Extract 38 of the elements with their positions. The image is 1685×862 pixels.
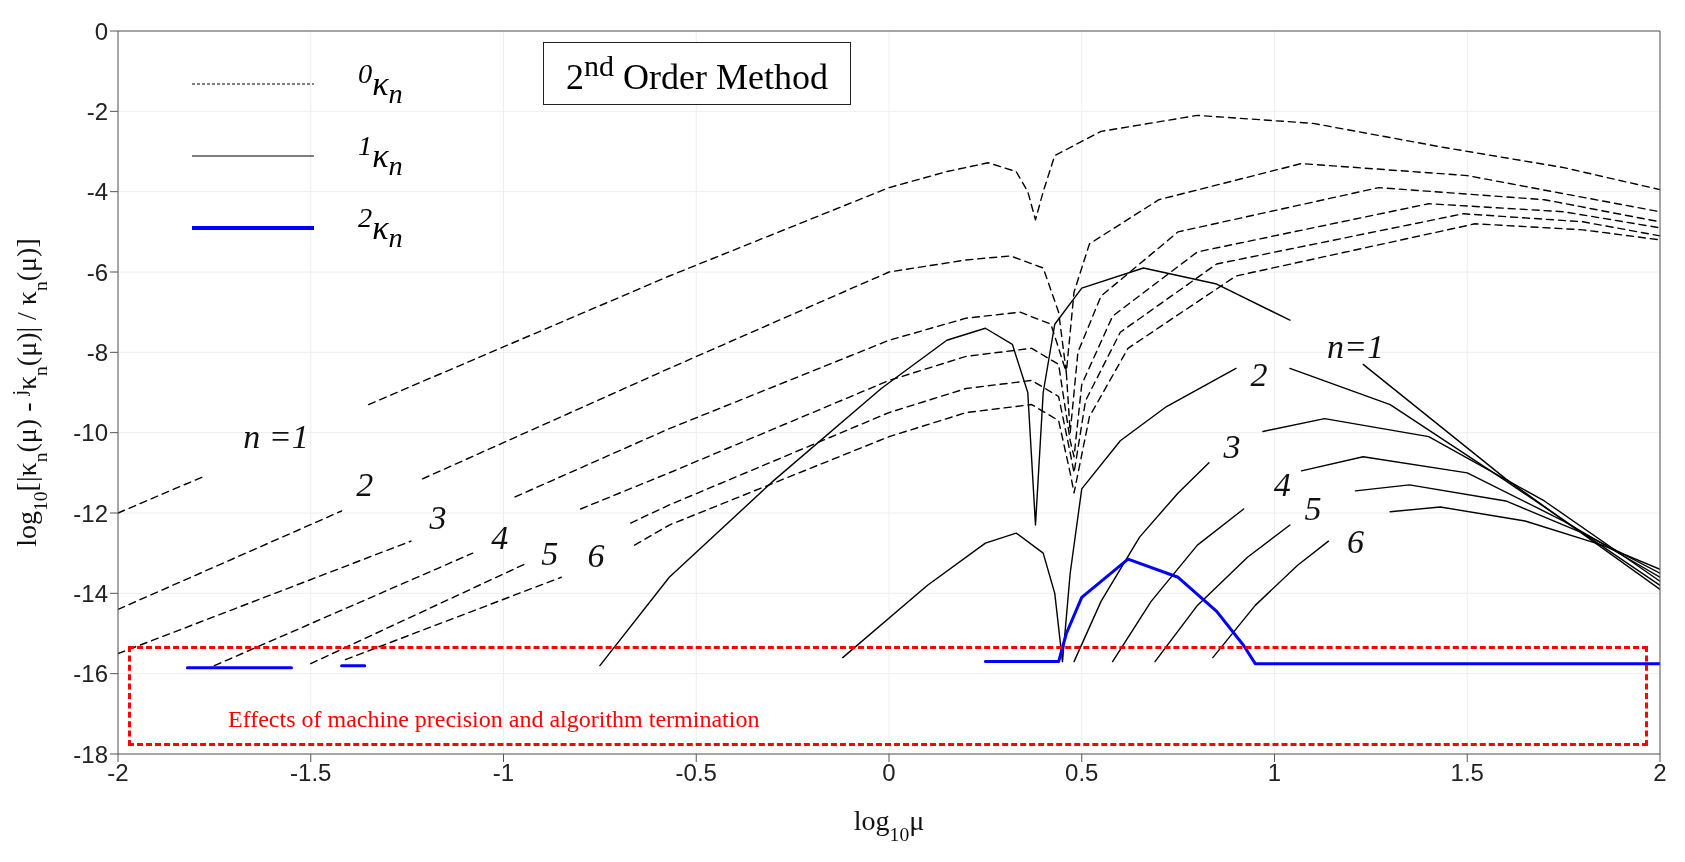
legend-label: $^{1}$κ$_{n}$ <box>358 129 403 183</box>
x-tick-label: 1.5 <box>1450 759 1484 787</box>
x-tick-label: -1 <box>492 759 515 787</box>
annotation: 5 <box>541 534 559 572</box>
y-tick-label: -8 <box>86 338 108 366</box>
x-axis-title: log$_{10}$μ <box>853 805 925 845</box>
legend-label: $^{0}$κ$_{n}$ <box>358 57 403 111</box>
y-tick-label: -12 <box>73 499 108 527</box>
y-tick-label: 0 <box>94 17 108 45</box>
annotation: 4 <box>1273 466 1291 504</box>
annotation: n =1 <box>243 418 309 456</box>
line-series <box>1073 462 1210 663</box>
annotation: 3 <box>1222 428 1241 466</box>
x-tick-label: -0.5 <box>675 759 717 787</box>
y-tick-label: -6 <box>86 258 108 286</box>
annotation: 6 <box>587 536 605 574</box>
x-tick-label: 0 <box>882 759 896 787</box>
annotation: 3 <box>428 498 447 536</box>
x-tick-label: -2 <box>107 759 129 787</box>
x-tick-label: 0.5 <box>1065 759 1099 787</box>
annotation: n=1 <box>1326 327 1384 365</box>
annotation: 4 <box>491 518 509 556</box>
annotation: 2 <box>356 466 374 504</box>
annotation: 2 <box>1250 355 1268 393</box>
y-tick-label: -14 <box>73 579 108 607</box>
y-tick-label: -10 <box>73 419 108 447</box>
y-tick-label: -4 <box>86 178 108 206</box>
annotation: 2$^{nd}$ Order Method <box>543 42 851 105</box>
annotation: 6 <box>1346 522 1364 560</box>
y-tick-label: -18 <box>73 740 108 768</box>
x-tick-label: 2 <box>1653 759 1667 787</box>
y-tick-label: -2 <box>86 97 108 125</box>
annotation: Effects of machine precision and algorithm termination <box>228 705 760 733</box>
x-tick-label: -1.5 <box>290 759 332 787</box>
annotation: 5 <box>1304 490 1322 528</box>
y-tick-label: -16 <box>73 660 108 688</box>
legend-label: $^{2}$κ$_{n}$ <box>358 201 403 255</box>
x-tick-label: 1 <box>1267 759 1282 787</box>
